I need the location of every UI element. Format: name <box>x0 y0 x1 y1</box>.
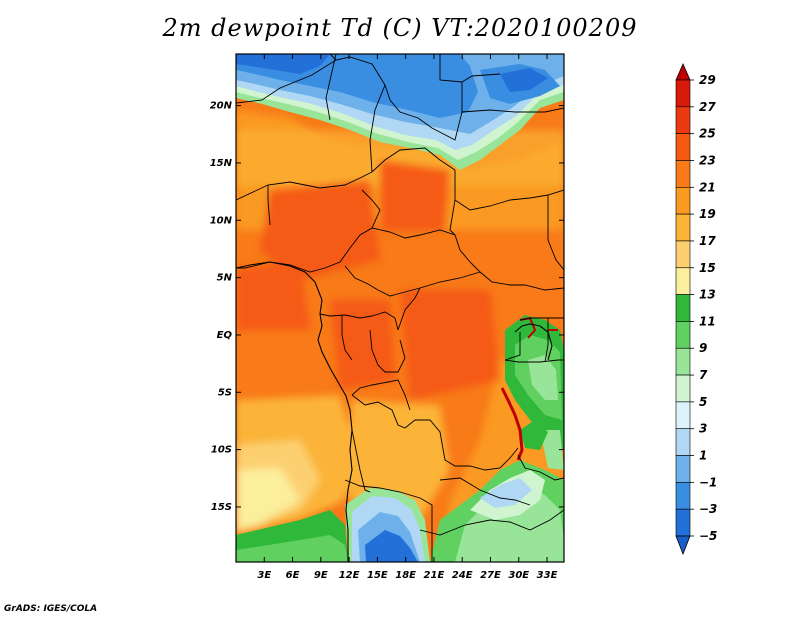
lat-label: 20N <box>210 101 233 112</box>
colorbar-segment <box>675 106 691 134</box>
lon-label: 27E <box>480 570 501 581</box>
lat-label: EQ <box>217 330 233 341</box>
colorbar-bottom-arrow <box>675 535 691 556</box>
colorbar-label: 5 <box>699 395 707 409</box>
colorbar-top-arrow <box>675 63 691 81</box>
map-title: 2m dewpoint Td (C) VT:2020100209 <box>162 14 638 42</box>
colorbar-segment <box>675 186 691 215</box>
dewpoint-map: 20N 15N 10N 5N EQ 5S 10S 15S 3E 6E 9E 12E 15E 18E 21E 2… <box>210 53 717 581</box>
lon-label: 3E <box>257 570 271 581</box>
colorbar-label: −3 <box>699 502 717 516</box>
colorbar-label: 7 <box>699 368 708 382</box>
colorbar-segment <box>675 455 691 483</box>
colorbar-label: 1 <box>699 449 707 463</box>
colorbar-label: 13 <box>699 288 716 302</box>
country-borders <box>236 54 564 562</box>
colorbar-label: 11 <box>699 314 716 328</box>
lon-label: 18E <box>395 570 416 581</box>
colorbar-label: 27 <box>699 100 716 114</box>
coastline <box>236 261 553 562</box>
color-legend: 29 27 25 23 21 19 17 15 13 11 9 7 5 3 1 −1 −3 −5 <box>675 63 717 556</box>
lon-label: 6E <box>286 570 300 581</box>
grads-credit: GrADS: IGES/COLA <box>4 604 98 614</box>
colorbar-label: 9 <box>699 341 707 355</box>
lat-label: 10N <box>210 215 233 226</box>
lat-label: 5S <box>218 387 232 398</box>
colorbar-segment <box>675 79 691 108</box>
colorbar-segment <box>675 133 691 161</box>
colorbar-label: 3 <box>699 422 707 436</box>
lon-label: 30E <box>508 570 529 581</box>
map-frame <box>235 53 565 563</box>
colorbar-segment <box>675 428 691 456</box>
colorbar-segment <box>675 267 691 295</box>
colorbar-segment <box>675 374 691 403</box>
lon-label: 33E <box>537 570 558 581</box>
colorbar-label: −1 <box>699 475 717 489</box>
colorbar-segment <box>675 240 691 269</box>
lat-label: 10S <box>211 445 232 456</box>
colorbar-segment <box>675 321 691 349</box>
color-fill-layer <box>236 54 564 562</box>
colorbar-segment <box>675 347 691 376</box>
colorbar-label: 29 <box>699 73 716 87</box>
colorbar-label: 17 <box>699 234 716 248</box>
colorbar-label: 23 <box>699 153 716 167</box>
map-axes: 20N 15N 10N 5N EQ 5S 10S 15S 3E 6E 9E 12E 15E 18E 21E 2… <box>210 54 564 581</box>
colorbar-segment <box>675 160 691 188</box>
lon-label: 9E <box>314 570 328 581</box>
colorbar-segment <box>675 213 691 242</box>
colorbar-segment <box>675 508 691 537</box>
lat-label: 5N <box>217 273 233 284</box>
colorbar-label: 25 <box>699 127 716 141</box>
lat-label: 15N <box>210 158 233 169</box>
colorbar-segment <box>675 482 691 510</box>
lon-label: 15E <box>367 570 388 581</box>
colorbar-segment <box>675 294 691 322</box>
lon-label: 12E <box>339 570 360 581</box>
colorbar-label: 21 <box>699 180 716 194</box>
lon-label: 24E <box>452 570 473 581</box>
colorbar-label: 15 <box>699 261 716 275</box>
lat-label: 15S <box>211 502 232 513</box>
colorbar-segment <box>675 401 691 430</box>
lon-label: 21E <box>424 570 445 581</box>
colorbar-label: 19 <box>699 207 716 221</box>
colorbar-label: −5 <box>699 529 717 543</box>
